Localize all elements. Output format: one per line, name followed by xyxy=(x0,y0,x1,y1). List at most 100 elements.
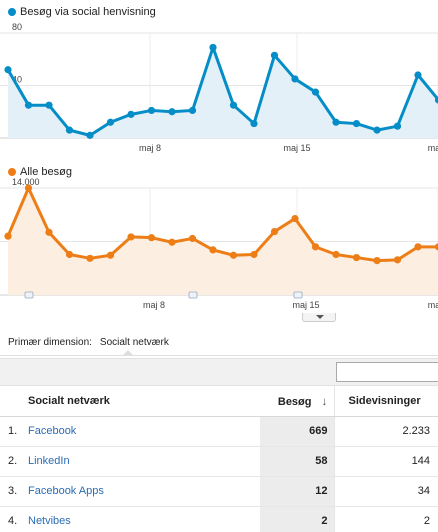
data-point[interactable] xyxy=(229,251,238,259)
chevron-down-icon xyxy=(316,315,324,319)
row-index: 4. xyxy=(0,506,28,532)
social-network-table: Socialt netværk Besøg ↓ Sidevisninger 1. F… xyxy=(0,386,438,532)
data-point[interactable] xyxy=(373,126,381,134)
table-row: 2. LinkedIn 58 144 xyxy=(0,446,438,477)
data-point[interactable] xyxy=(86,254,94,262)
chart-collapse-handle[interactable] xyxy=(302,313,336,322)
data-point[interactable] xyxy=(414,243,422,251)
table-row: 4. Netvibes 2 2 xyxy=(0,506,438,532)
data-point[interactable] xyxy=(106,251,115,259)
data-point[interactable] xyxy=(270,51,279,59)
row-pageviews: 34 xyxy=(333,476,438,507)
data-point[interactable] xyxy=(65,250,74,259)
data-point[interactable] xyxy=(250,250,258,259)
y-tick-label: 40 xyxy=(12,75,22,85)
sort-arrow-icon[interactable]: ↓ xyxy=(321,393,328,408)
x-tick-label: maj 8 xyxy=(139,143,161,153)
data-point[interactable] xyxy=(414,71,422,79)
data-point[interactable] xyxy=(270,227,279,236)
y-tick-label: 14.000 xyxy=(12,177,40,187)
primary-dimension-label: Primær dimension: xyxy=(8,337,92,348)
data-point[interactable] xyxy=(188,106,197,115)
annotation-marker-icon[interactable] xyxy=(188,291,198,299)
network-link[interactable]: Facebook xyxy=(28,425,77,437)
data-point[interactable] xyxy=(250,119,258,128)
legend-dot-icon xyxy=(8,8,16,16)
header-visits-label: Besøg xyxy=(277,395,312,408)
data-point[interactable] xyxy=(65,126,74,134)
row-pageviews: 144 xyxy=(333,446,438,477)
series-area xyxy=(8,47,438,138)
row-visits: 58 xyxy=(260,446,334,477)
row-visits: 2 xyxy=(260,506,334,532)
row-visits: 669 xyxy=(260,416,334,447)
x-tick-label: ma xyxy=(428,143,438,153)
data-point[interactable] xyxy=(86,131,94,139)
header-pageviews[interactable]: Sidevisninger xyxy=(333,386,438,417)
data-point[interactable] xyxy=(106,118,115,126)
row-pageviews: 2 xyxy=(333,506,438,532)
data-point[interactable] xyxy=(434,243,438,251)
dimension-divider xyxy=(0,355,438,356)
header-social-network[interactable]: Socialt netværk xyxy=(0,386,260,417)
data-point[interactable] xyxy=(147,234,156,242)
data-point[interactable] xyxy=(209,246,217,254)
data-point[interactable] xyxy=(434,96,438,104)
data-point[interactable] xyxy=(311,88,320,96)
legend-label: Besøg via social henvisning xyxy=(20,6,156,18)
table-row: 3. Facebook Apps 12 34 xyxy=(0,476,438,507)
row-index: 1. xyxy=(0,416,28,447)
primary-dimension-value[interactable]: Socialt netværk xyxy=(99,337,169,348)
header-visits[interactable]: Besøg ↓ xyxy=(260,386,334,417)
row-visits: 12 xyxy=(260,476,334,507)
data-point[interactable] xyxy=(168,108,176,116)
data-point[interactable] xyxy=(393,256,402,264)
data-point[interactable] xyxy=(24,101,33,109)
data-point[interactable] xyxy=(373,257,381,265)
social-referral-chart-svg: 80 40 maj 8 maj 15 ma xyxy=(0,22,438,153)
row-pageviews: 2.233 xyxy=(333,416,438,447)
row-index: 2. xyxy=(0,446,28,477)
dimension-caret-icon xyxy=(122,350,134,356)
data-point[interactable] xyxy=(188,234,197,243)
data-point[interactable] xyxy=(291,214,299,223)
table-row: 1. Facebook 669 2.233 xyxy=(0,416,438,447)
data-point[interactable] xyxy=(127,233,135,241)
data-point[interactable] xyxy=(127,110,135,118)
network-link[interactable]: Facebook Apps xyxy=(28,485,104,497)
data-point[interactable] xyxy=(24,184,33,192)
series-line xyxy=(6,186,438,263)
data-point[interactable] xyxy=(393,122,402,130)
table-header-row: Socialt netværk Besøg ↓ Sidevisninger xyxy=(0,386,438,417)
data-point[interactable] xyxy=(291,75,299,83)
social-referral-legend: Besøg via social henvisning xyxy=(8,6,156,18)
data-point[interactable] xyxy=(229,101,238,109)
legend-dot-icon xyxy=(8,168,16,176)
primary-dimension: Primær dimension: Socialt netværk xyxy=(8,337,169,348)
network-link[interactable]: Netvibes xyxy=(28,515,71,527)
row-network-name: Netvibes xyxy=(28,506,260,532)
series-line xyxy=(6,45,438,137)
data-point[interactable] xyxy=(45,101,53,109)
data-point[interactable] xyxy=(4,232,12,240)
row-index: 3. xyxy=(0,476,28,507)
x-tick-label: maj 15 xyxy=(283,143,310,153)
annotation-marker-icon[interactable] xyxy=(24,291,34,299)
data-point[interactable] xyxy=(332,118,340,126)
data-point[interactable] xyxy=(45,228,53,236)
data-point[interactable] xyxy=(311,243,320,251)
data-point[interactable] xyxy=(147,106,156,115)
data-point[interactable] xyxy=(352,253,361,262)
data-point[interactable] xyxy=(332,250,340,259)
table-search-input[interactable] xyxy=(336,362,438,382)
row-network-name: Facebook xyxy=(28,416,260,447)
data-point[interactable] xyxy=(352,119,361,128)
annotation-marker-icon[interactable] xyxy=(293,291,303,299)
network-link[interactable]: LinkedIn xyxy=(28,455,70,467)
data-point[interactable] xyxy=(168,238,176,246)
series-area xyxy=(8,188,438,295)
data-point[interactable] xyxy=(4,66,12,74)
data-point[interactable] xyxy=(209,43,217,52)
